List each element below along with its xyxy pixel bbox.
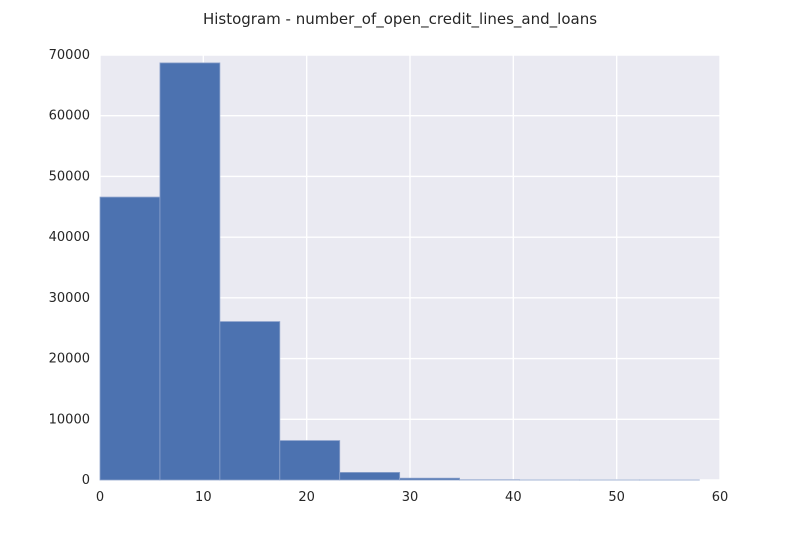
x-tick-label: 10: [195, 490, 212, 505]
x-tick-label: 0: [96, 490, 104, 505]
y-tick-label: 60000: [49, 109, 90, 124]
y-tick-label: 30000: [49, 291, 90, 306]
y-tick-label: 0: [82, 473, 90, 488]
x-tick-label: 30: [402, 490, 419, 505]
y-tick-label: 40000: [49, 230, 90, 245]
histogram-bars: [99, 62, 700, 481]
x-tick-label: 20: [298, 490, 315, 505]
histogram-bar: [279, 440, 341, 481]
x-tick-label: 50: [608, 490, 625, 505]
x-tick-label: 40: [505, 490, 522, 505]
histogram-bar: [399, 477, 460, 481]
histogram-bar: [219, 321, 281, 481]
histogram-bar: [339, 472, 401, 481]
y-tick-label: 70000: [49, 48, 90, 63]
chart-title: Histogram - number_of_open_credit_lines_…: [203, 10, 597, 29]
x-axis-ticks: 0 10 20 30 40 50 60: [96, 490, 728, 505]
x-tick-label: 60: [712, 490, 729, 505]
histogram-bar: [159, 62, 221, 481]
y-tick-label: 50000: [49, 169, 90, 184]
histogram-bar: [99, 196, 161, 481]
y-axis-ticks: 0 10000 20000 30000 40000 50000 60000 70000: [49, 48, 90, 488]
y-tick-label: 20000: [49, 352, 90, 367]
y-tick-label: 10000: [49, 412, 90, 427]
